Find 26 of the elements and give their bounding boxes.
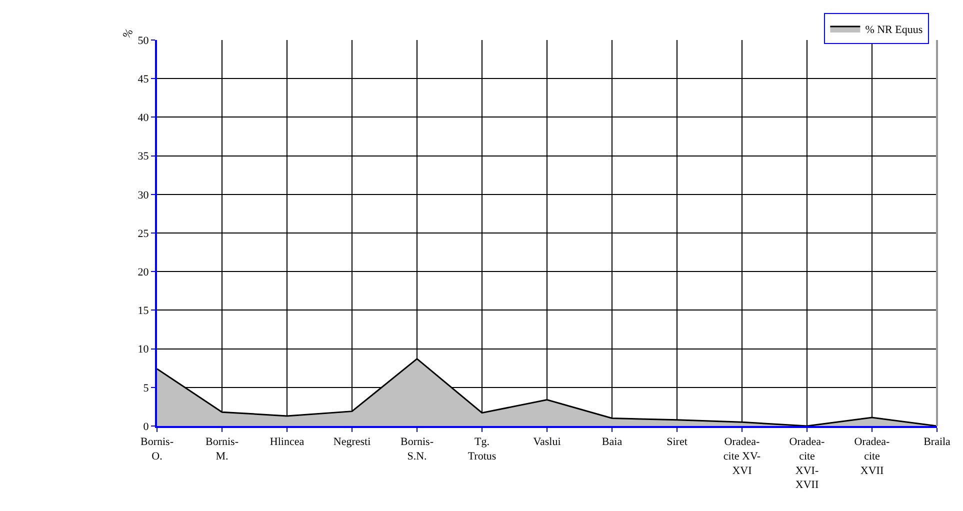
x-tick-label: Hlincea xyxy=(270,436,304,448)
y-tick-label: 25 xyxy=(138,228,150,240)
x-tick-label: Bornis- M. xyxy=(206,436,239,462)
y-tick-label: 5 xyxy=(143,382,150,394)
x-tick-label: Baia xyxy=(602,436,622,448)
x-tick-label: Bornis- S.N. xyxy=(400,436,434,462)
x-tick-label: Vaslui xyxy=(533,436,561,448)
x-tick-label: Bornis- O. xyxy=(140,436,174,462)
y-tick-label: 10 xyxy=(138,344,150,356)
x-tick-label: Oradea- cite XV- XVI xyxy=(723,436,761,477)
y-tick-label: 0 xyxy=(143,420,150,433)
x-tick-label: Oradea- cite XVII xyxy=(854,436,890,477)
y-tick-label: 50 xyxy=(138,34,150,47)
y-tick-label: 20 xyxy=(138,266,150,278)
y-tick-label: 15 xyxy=(138,305,150,318)
x-tick-label: Negresti xyxy=(333,436,371,448)
y-tick-label: 35 xyxy=(138,150,150,163)
x-tick-label: Siret xyxy=(666,436,688,448)
x-tick-label: Oradea- cite XVI- XVII xyxy=(789,436,826,492)
y-tick-label: 40 xyxy=(138,112,150,124)
y-tick-label: 45 xyxy=(138,73,150,86)
y-axis-title: % xyxy=(120,26,136,41)
x-tick-label: Braila xyxy=(924,436,951,448)
y-tick-label: 30 xyxy=(138,189,150,202)
legend-label: % NR Equus xyxy=(865,24,923,36)
x-tick-label: Tg. Trotus xyxy=(468,436,496,462)
